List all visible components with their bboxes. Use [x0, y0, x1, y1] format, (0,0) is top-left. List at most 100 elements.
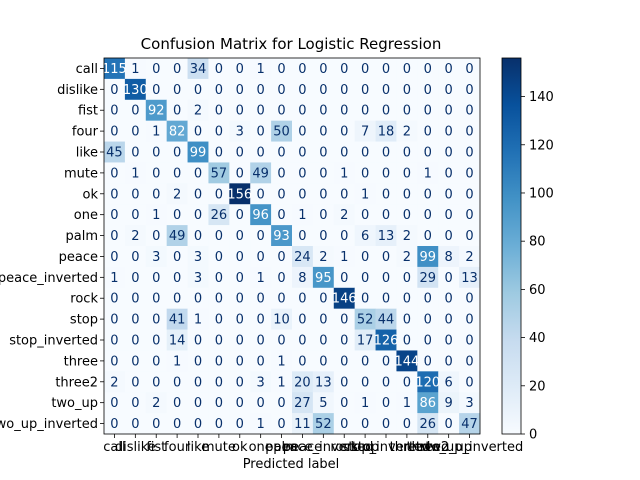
heatmap-cell — [333, 225, 355, 247]
cell-value: 120 — [415, 375, 440, 390]
heatmap-cell — [292, 413, 314, 435]
heatmap-cell — [417, 392, 439, 414]
heatmap-cell — [271, 225, 293, 247]
cell-value: 2 — [152, 396, 160, 411]
heatmap-cell — [104, 204, 126, 226]
cell-value: 0 — [361, 62, 369, 77]
x-tick-label: rock — [330, 440, 358, 455]
y-tick-label: stop — [70, 313, 98, 328]
cell-value: 0 — [131, 146, 139, 161]
cell-value: 99 — [420, 250, 437, 265]
heatmap-cell — [145, 246, 167, 268]
cell-value: 0 — [403, 83, 411, 98]
heatmap-cell — [229, 78, 251, 101]
heatmap-cell — [333, 266, 355, 289]
heatmap-cell — [104, 266, 126, 289]
heatmap-cell — [250, 329, 272, 351]
cell-value: 0 — [110, 417, 118, 432]
cell-value: 7 — [361, 125, 369, 140]
heatmap-cell — [166, 99, 188, 121]
x-tick-label: stop_inverted — [342, 440, 431, 455]
cell-value: 1 — [194, 313, 202, 328]
cell-value: 0 — [319, 292, 327, 307]
cell-value: 0 — [340, 62, 348, 77]
cell-value: 10 — [273, 313, 290, 328]
heatmap-cell — [459, 183, 481, 205]
cell-value: 1 — [257, 417, 265, 432]
cell-value: 0 — [152, 83, 160, 98]
heatmap-cell — [417, 308, 439, 330]
cell-value: 0 — [465, 187, 473, 202]
cell-value: 0 — [340, 334, 348, 349]
cell-value: 0 — [445, 229, 453, 244]
heatmap-cell — [438, 141, 460, 163]
heatmap-cell — [271, 413, 293, 435]
cell-value: 13 — [461, 271, 478, 286]
heatmap-cell — [271, 329, 293, 351]
cell-value: 0 — [152, 187, 160, 202]
heatmap-cell — [166, 162, 188, 184]
cell-value: 1 — [257, 271, 265, 286]
heatmap-cell — [208, 329, 230, 351]
cell-value: 0 — [236, 146, 244, 161]
x-tick-label: ok — [232, 440, 248, 455]
cell-value: 0 — [319, 146, 327, 161]
heatmap-cell — [229, 246, 251, 268]
heatmap-cell — [271, 308, 293, 330]
cell-value: 0 — [152, 375, 160, 390]
x-tick-label: fist — [146, 440, 166, 455]
cell-value: 0 — [445, 292, 453, 307]
cell-value: 0 — [277, 104, 285, 119]
heatmap-cell — [271, 162, 293, 184]
heatmap-cell — [145, 78, 167, 101]
cell-value: 0 — [445, 334, 453, 349]
y-tick-label: one — [74, 208, 98, 223]
heatmap-cell — [438, 329, 460, 351]
cell-value: 0 — [277, 334, 285, 349]
heatmap-cell — [312, 329, 335, 351]
cell-value: 0 — [236, 208, 244, 223]
heatmap-cell — [417, 141, 439, 163]
heatmap-cell — [333, 246, 355, 268]
x-tick-label: three — [390, 440, 424, 455]
heatmap-cell — [312, 141, 335, 163]
cell-value: 0 — [465, 229, 473, 244]
heatmap-cell — [271, 287, 293, 309]
cell-value: 0 — [424, 354, 432, 369]
y-tick-label: fist — [78, 104, 98, 119]
cell-value: 0 — [173, 375, 181, 390]
heatmap-cell — [104, 225, 126, 247]
heatmap-cell — [145, 120, 167, 142]
heatmap-cell — [375, 120, 397, 142]
heatmap-cell — [187, 308, 209, 330]
heatmap-cell — [166, 371, 188, 393]
cell-value-labels: 115 1 0 0 34 0 0 1 0 0 0 0 0 0 0 0 0 00 130 0 0 0 0 0 0 0 0 0 0 0 0 0 0 0… — [102, 62, 478, 432]
heatmap-cell — [208, 371, 230, 393]
heatmap-cell — [396, 204, 418, 226]
heatmap-cell — [333, 204, 355, 226]
cell-value: 0 — [215, 354, 223, 369]
heatmap-cell — [250, 225, 272, 247]
heatmap-cell — [124, 78, 147, 101]
heatmap-cell — [333, 78, 355, 101]
cell-value: 0 — [382, 250, 390, 265]
heatmap-cell — [333, 99, 355, 121]
heatmap-cell — [229, 350, 251, 372]
heatmap-cell — [292, 371, 314, 393]
cell-value: 0 — [152, 354, 160, 369]
heatmap-cell — [250, 392, 272, 414]
cell-value: 5 — [319, 396, 327, 411]
heatmap-cell — [187, 392, 209, 414]
cell-value: 0 — [361, 166, 369, 181]
heatmap-cell — [396, 350, 418, 372]
cell-value: 0 — [152, 166, 160, 181]
heatmap-cell — [292, 225, 314, 247]
heatmap-cell — [354, 120, 376, 142]
colorbar-tick-label: 40 — [529, 331, 546, 346]
cell-value: 0 — [403, 187, 411, 202]
heatmap-cell — [375, 329, 397, 351]
cell-value: 0 — [215, 250, 223, 265]
cell-value: 1 — [131, 166, 139, 181]
colorbar-tick-label: 80 — [529, 235, 546, 250]
cell-value: 3 — [152, 250, 160, 265]
